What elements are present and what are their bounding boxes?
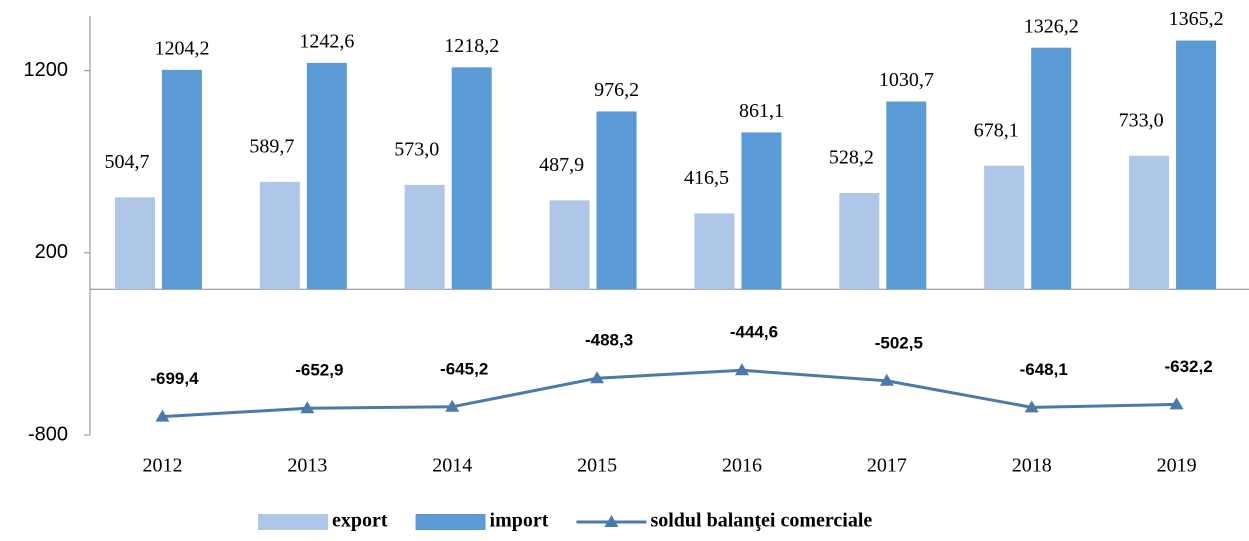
data-label: 1326,2 bbox=[1024, 15, 1079, 37]
x-tick-label: 2015 bbox=[577, 455, 617, 477]
bar bbox=[596, 111, 637, 290]
data-label: 1365,2 bbox=[1169, 8, 1224, 30]
marker bbox=[734, 363, 749, 376]
marker bbox=[590, 371, 605, 384]
data-label: -444,6 bbox=[730, 323, 778, 342]
data-label: -652,9 bbox=[295, 361, 343, 380]
bar bbox=[694, 213, 735, 290]
bar bbox=[404, 184, 445, 290]
legend-label: import bbox=[490, 510, 549, 532]
data-label: 528,2 bbox=[829, 147, 874, 169]
data-label: 1218,2 bbox=[444, 35, 499, 57]
data-label: 733,0 bbox=[1119, 109, 1164, 131]
y-tick-label: -800 bbox=[28, 423, 68, 445]
x-tick-label: 2017 bbox=[867, 455, 907, 477]
bar bbox=[549, 200, 590, 290]
data-label: 573,0 bbox=[394, 138, 439, 160]
marker bbox=[1169, 397, 1184, 410]
data-label: -502,5 bbox=[875, 333, 923, 352]
data-label: -632,2 bbox=[1164, 357, 1212, 376]
bar bbox=[984, 165, 1025, 290]
bar bbox=[1176, 40, 1217, 290]
data-label: -648,1 bbox=[1020, 360, 1068, 379]
y-tick-label: 1200 bbox=[24, 59, 69, 81]
legend-label: export bbox=[332, 510, 388, 532]
line bbox=[162, 368, 1177, 419]
marker bbox=[155, 409, 170, 422]
bar bbox=[839, 193, 880, 290]
marker bbox=[445, 399, 460, 412]
x-tick-label: 2016 bbox=[722, 455, 762, 477]
bar bbox=[451, 67, 492, 290]
bar bbox=[741, 132, 782, 290]
data-label: 487,9 bbox=[539, 154, 584, 176]
legend-label: soldul balanţei comerciale bbox=[650, 510, 872, 532]
data-label: -488,3 bbox=[585, 331, 633, 350]
legend-marker bbox=[604, 515, 619, 527]
data-label: 504,7 bbox=[104, 151, 149, 173]
x-tick-label: 2012 bbox=[142, 455, 182, 477]
data-label: -645,2 bbox=[440, 359, 488, 378]
marker bbox=[1024, 400, 1039, 413]
bar bbox=[306, 62, 347, 290]
bar bbox=[114, 197, 155, 290]
y-tick-label: 200 bbox=[35, 241, 68, 263]
x-tick-label: 2018 bbox=[1012, 455, 1052, 477]
data-label: 1242,6 bbox=[299, 30, 354, 52]
bar bbox=[886, 101, 927, 290]
x-tick-label: 2019 bbox=[1157, 455, 1197, 477]
x-tick-label: 2014 bbox=[432, 455, 472, 477]
marker bbox=[300, 401, 315, 414]
bar bbox=[1031, 47, 1072, 290]
legend-swatch bbox=[258, 514, 328, 530]
data-label: 589,7 bbox=[249, 135, 294, 157]
bar bbox=[1129, 155, 1170, 290]
marker bbox=[879, 373, 894, 386]
bar bbox=[259, 181, 300, 290]
bar bbox=[161, 69, 202, 290]
x-tick-label: 2013 bbox=[287, 455, 327, 477]
data-label: 861,1 bbox=[739, 100, 784, 122]
data-label: 678,1 bbox=[974, 119, 1019, 141]
legend-swatch bbox=[415, 514, 486, 530]
data-label: 1030,7 bbox=[879, 69, 934, 91]
data-label: 976,2 bbox=[594, 79, 639, 101]
data-label: -699,4 bbox=[150, 369, 199, 388]
data-label: 416,5 bbox=[684, 167, 729, 189]
data-label: 1204,2 bbox=[154, 37, 209, 59]
